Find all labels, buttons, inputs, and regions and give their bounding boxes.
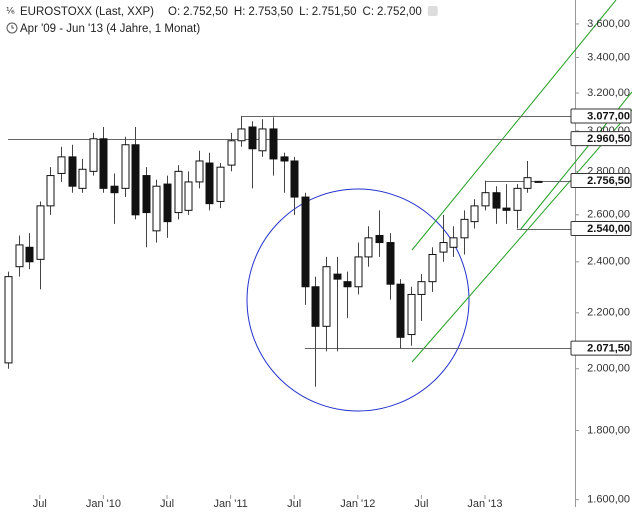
candle-body xyxy=(163,183,172,223)
candle-body xyxy=(248,126,257,150)
candle-body xyxy=(417,281,426,295)
candle-body xyxy=(523,177,532,189)
candle-body xyxy=(152,185,161,232)
candle-body xyxy=(407,293,416,336)
candle-body xyxy=(110,185,119,194)
x-tick-label: Jul xyxy=(287,498,301,507)
candle-body xyxy=(68,156,77,187)
candle-body xyxy=(301,196,310,288)
x-tick-label: Jan '11 xyxy=(213,498,247,507)
channel-line xyxy=(411,109,632,363)
candle-body xyxy=(4,276,13,364)
x-tick-label: Jul xyxy=(33,498,47,507)
level-label: 2.071,50 xyxy=(587,343,630,355)
y-tick-label: 2.000,00 xyxy=(587,363,630,375)
candle-body xyxy=(290,160,299,198)
y-tick-label: 3.400,00 xyxy=(587,51,630,63)
candle-body xyxy=(15,244,24,268)
x-tick-label: Jan '10 xyxy=(86,498,121,507)
circle-annotation xyxy=(246,188,470,412)
candle-body xyxy=(46,175,55,207)
settings-icon xyxy=(427,6,438,16)
candle-body xyxy=(258,128,267,152)
candle-body xyxy=(460,218,469,239)
candle-body xyxy=(205,162,214,205)
quote-label: L: xyxy=(299,6,309,18)
candle-body xyxy=(386,242,395,285)
level-label: 3.077,00 xyxy=(587,110,630,122)
candle-body xyxy=(121,144,130,189)
y-tick-label: 3.200,00 xyxy=(587,87,630,99)
candle-body xyxy=(89,138,98,172)
level-label: 2.756,50 xyxy=(587,175,630,187)
quote-label: C: xyxy=(363,6,375,18)
y-tick-label: 2.200,00 xyxy=(587,307,630,319)
candle-body xyxy=(375,234,384,244)
y-tick-label: 2.400,00 xyxy=(587,256,630,268)
candle-body xyxy=(354,256,363,288)
y-tick-label: 3.600,00 xyxy=(587,18,630,30)
candle-body xyxy=(428,253,437,283)
candle-body xyxy=(449,237,458,248)
candle-body xyxy=(343,281,352,288)
chart-subtitle: Apr '09 - Jun '13 (4 Jahre, 1 Monat) xyxy=(20,23,200,35)
chart-icon: ⅙ xyxy=(6,5,15,15)
candle-body xyxy=(534,180,543,183)
candle-body xyxy=(364,237,373,258)
quote-value: 2.752,50 xyxy=(183,6,228,18)
candle-body xyxy=(195,160,204,183)
candle-body xyxy=(269,128,278,160)
candle-body xyxy=(396,283,405,338)
candle-body xyxy=(311,286,320,327)
chart-title: EUROSTOXX (Last, XXP) xyxy=(20,6,154,18)
level-label-box xyxy=(570,131,632,147)
candle-body xyxy=(439,242,448,253)
candle-body xyxy=(36,205,45,260)
candle-body xyxy=(216,166,225,202)
candle-body xyxy=(25,246,34,263)
x-tick-label: Jan '13 xyxy=(467,498,502,507)
level-label-box xyxy=(570,173,632,189)
quote-label: H: xyxy=(234,6,246,18)
candle-body xyxy=(227,140,236,166)
level-label: 2.540,00 xyxy=(587,223,630,235)
candle-body xyxy=(184,181,193,211)
candle-body xyxy=(492,192,501,209)
candle-body xyxy=(280,156,289,162)
candle-body xyxy=(99,138,108,189)
x-tick-label: Jan '12 xyxy=(340,498,375,507)
candle-body xyxy=(131,144,140,216)
candle-body xyxy=(78,168,87,189)
level-label-box xyxy=(570,221,632,237)
quote-value: 2.751,50 xyxy=(312,6,357,18)
quote-value: 2.753,50 xyxy=(248,6,293,18)
clock-hand xyxy=(11,25,14,29)
y-tick-label: 1.800,00 xyxy=(587,424,630,436)
candle-body xyxy=(57,156,66,174)
candle-body xyxy=(142,175,151,214)
x-tick-label: Jul xyxy=(160,498,174,507)
level-label-box xyxy=(570,108,632,124)
y-tick-label: 1.600,00 xyxy=(587,494,630,506)
x-tick-label: Jul xyxy=(414,498,428,507)
candle-body xyxy=(237,128,246,142)
candle-body xyxy=(322,266,331,327)
channel-line xyxy=(411,0,617,251)
candle-body xyxy=(481,192,490,207)
level-label-box xyxy=(570,340,632,356)
candle-body xyxy=(502,207,511,211)
level-label: 2.960,50 xyxy=(587,133,630,145)
header: ⅙ EUROSTOXX (Last, XXP) Apr '09 - Jun '1… xyxy=(6,5,438,35)
quote-label: O: xyxy=(168,6,180,18)
candle-body xyxy=(513,187,522,211)
candle-body xyxy=(333,273,342,280)
quote-value: 2.752,00 xyxy=(377,6,422,18)
candle-body xyxy=(174,170,183,214)
candle-body xyxy=(470,205,479,223)
clock-icon xyxy=(6,22,18,34)
y-tick-label: 2.600,00 xyxy=(587,209,630,221)
